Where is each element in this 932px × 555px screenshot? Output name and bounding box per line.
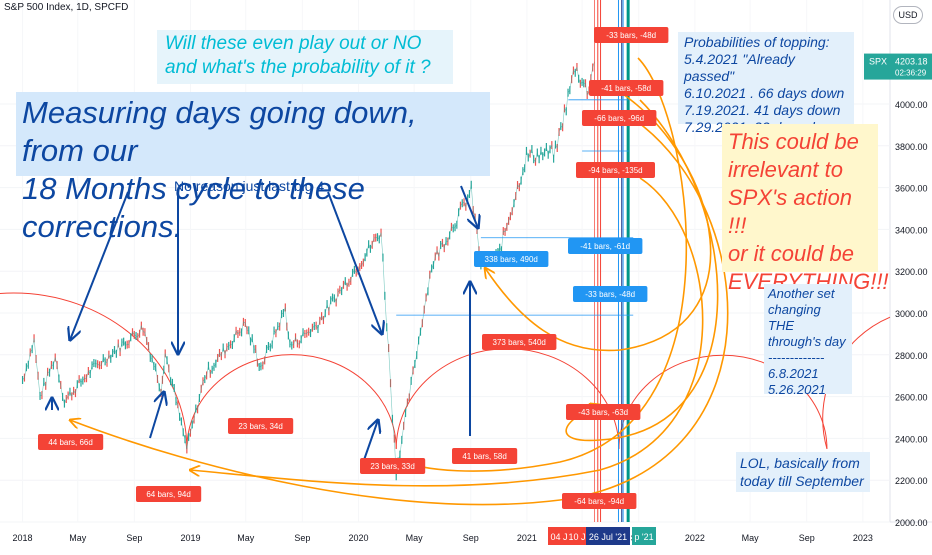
measure-label-bg: [594, 27, 669, 43]
measure-label-bg: [136, 486, 202, 502]
price-badge-value: 4203.18: [895, 57, 928, 67]
measure-label: 41 bars, 58d: [462, 452, 506, 461]
probabilities-annotation: Probabilities of topping: 5.4.2021 "Alre…: [678, 32, 854, 135]
measure-label: 44 bars, 66d: [48, 438, 92, 447]
y-tick-label: 3400.00: [895, 225, 928, 235]
chart-header-title: S&P 500 Index, 1D, SPCFD: [4, 2, 129, 13]
price-axis-panel: [890, 0, 932, 550]
irrelevant-annotation: This could be irrelevant to SPX's action…: [722, 124, 889, 294]
navy-arrow: [149, 392, 164, 439]
x-tick-label: May: [69, 533, 87, 543]
measure-label-bg: [360, 458, 426, 474]
x-tick-label: 2022: [685, 533, 705, 543]
x-tick-label: Sep: [799, 533, 815, 543]
time-axis-badge-bg: [586, 527, 630, 545]
navy-arrow: [327, 191, 382, 334]
measure-label-bg: [482, 334, 557, 350]
measure-label: 23 bars, 33d: [370, 462, 414, 471]
measure-label: 23 bars, 34d: [238, 422, 282, 431]
measure-label-bg: [452, 448, 518, 464]
x-tick-label: 2018: [13, 533, 33, 543]
navy-arrow: [70, 191, 129, 340]
measure-label: -33 bars, -48d: [606, 31, 656, 40]
time-axis-badge-bg: [548, 527, 570, 545]
x-tick-label: Sep: [463, 533, 479, 543]
navy-arrow: [460, 185, 478, 228]
x-tick-label: May: [237, 533, 255, 543]
time-axis-badge: 26 Jul '21: [589, 532, 627, 542]
measure-label: 338 bars, 490d: [485, 255, 538, 264]
price-badge-symbol: SPX: [869, 57, 887, 67]
measure-label-bg: [573, 286, 648, 302]
time-axis-badge: 04 J: [550, 532, 567, 542]
price-badge-bg: [864, 53, 932, 80]
measure-label-bg: [566, 404, 641, 420]
lol-annotation: LOL, basically from today till September: [736, 452, 870, 492]
time-axis-badge-bg: [632, 527, 656, 545]
measure-label: -64 bars, -94d: [574, 497, 624, 506]
navy-arrow: [363, 420, 378, 461]
x-tick-label: Sep: [126, 533, 142, 543]
measure-label-bg: [562, 493, 637, 509]
x-tick-label: 2020: [348, 533, 368, 543]
measure-label: -41 bars, -61d: [580, 242, 630, 251]
y-tick-label: 2400.00: [895, 434, 928, 444]
cycle-arc: [395, 348, 620, 449]
y-tick-label: 4000.00: [895, 100, 928, 110]
time-axis-badge-bg: [567, 527, 587, 545]
measure-label-bg: [576, 162, 655, 178]
y-tick-label: 2000.00: [895, 518, 928, 528]
no-reason-annotation: No reason just last big 4: [174, 178, 325, 194]
price-series-line: [22, 61, 595, 477]
measure-label: -66 bars, -96d: [594, 114, 644, 123]
measure-label-bg: [38, 434, 104, 450]
x-tick-label: May: [406, 533, 424, 543]
another-set-annotation: Another set changing THE through's day -…: [764, 284, 852, 397]
cycle-arc: [186, 354, 397, 449]
orange-arrow: [190, 177, 704, 487]
y-tick-label: 2800.00: [895, 351, 928, 361]
x-tick-label: 2023: [853, 533, 873, 543]
x-tick-label: 2019: [181, 533, 201, 543]
y-tick-label: 2600.00: [895, 393, 928, 403]
price-badge-countdown: 02:36:29: [895, 69, 927, 78]
cycle-arc: [0, 292, 188, 449]
measure-label: -94 bars, -135d: [588, 166, 642, 175]
measure-label-bg: [582, 110, 657, 126]
measure-label: -41 bars, -58d: [601, 84, 651, 93]
main-annotation: Measuring days going down, from our 18 M…: [16, 92, 490, 244]
y-tick-label: 3200.00: [895, 267, 928, 277]
y-tick-label: 3600.00: [895, 184, 928, 194]
orange-arrow: [565, 99, 719, 442]
measure-label-bg: [474, 251, 549, 267]
y-tick-label: 3800.00: [895, 142, 928, 152]
measure-label-bg: [228, 418, 294, 434]
time-axis-badge: 10 J: [568, 532, 585, 542]
x-tick-label: Sep: [294, 533, 310, 543]
x-tick-label: 2021: [517, 533, 537, 543]
x-tick-label: May: [742, 533, 760, 543]
measure-label: 373 bars, 540d: [493, 338, 546, 347]
measure-label-bg: [589, 80, 664, 96]
measure-label: -43 bars, -63d: [578, 408, 628, 417]
measure-label: 64 bars, 94d: [146, 490, 190, 499]
measure-label-bg: [568, 238, 643, 254]
measure-label: -33 bars, -48d: [585, 290, 635, 299]
question-annotation: Will these even play out or NO and what'…: [157, 30, 453, 84]
y-tick-label: 2200.00: [895, 476, 928, 486]
y-tick-label: 3000.00: [895, 309, 928, 319]
currency-badge[interactable]: USD: [893, 6, 923, 24]
time-axis-badge: p '21: [634, 532, 653, 542]
